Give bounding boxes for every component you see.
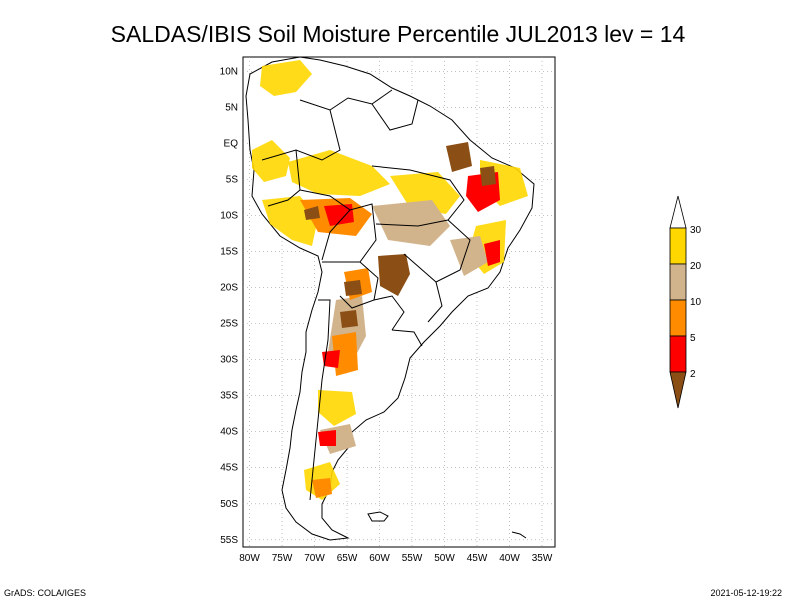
colorbar-label-2: 2: [690, 369, 696, 380]
patch-yellow-colombia: [252, 140, 290, 182]
lat-tick-label: 10N: [220, 66, 238, 77]
patch-orange-south: [312, 478, 332, 498]
lat-tick-label: 20S: [220, 283, 238, 294]
lon-tick-label: 45W: [467, 553, 488, 564]
map-panel: 10N5NEQ5S10S15S20S25S30S35S40S45S50S55S …: [220, 56, 556, 564]
patch-brown-pantanal: [378, 254, 410, 296]
patch-brown-argentina: [340, 310, 358, 328]
patch-tan-east: [450, 236, 488, 276]
footer-credit: GrADS: COLA/IGES: [4, 588, 86, 598]
patch-yellow-peru: [262, 196, 318, 246]
colorbar-bottom-arrow: [669, 371, 687, 409]
soil-moisture-field: [245, 57, 535, 541]
colorbar-label-5: 5: [690, 333, 696, 344]
patch-yellow-north: [260, 60, 312, 96]
lon-tick-label: 35W: [532, 553, 553, 564]
south-georgia-outline: [511, 531, 527, 539]
lat-tick-label: 5N: [225, 102, 238, 113]
lon-tick-label: 65W: [337, 553, 358, 564]
patch-red-east: [484, 240, 500, 266]
patch-brown-amazon: [304, 206, 320, 220]
patch-red-amazon: [324, 204, 354, 226]
lat-tick-label: 30S: [220, 355, 238, 366]
lat-tick-label: 15S: [220, 247, 238, 258]
lat-tick-label: 50S: [220, 499, 238, 510]
colorbar-label-30: 30: [690, 225, 702, 236]
footer-timestamp: 2021-05-12-19:22: [710, 588, 782, 598]
patch-tan-brazil: [372, 200, 450, 246]
percentile-shading: [252, 60, 528, 500]
lat-tick-label: 25S: [220, 319, 238, 330]
lon-tick-label: 60W: [369, 553, 390, 564]
colorbar-label-10: 10: [690, 297, 702, 308]
lon-tick-label: 75W: [272, 553, 293, 564]
country-borders: [261, 89, 471, 501]
lat-tick-label: 35S: [220, 391, 238, 402]
colorbar-bin-2-5: [669, 335, 687, 373]
patch-brown-northeast: [446, 142, 472, 172]
falkland-islands: [367, 511, 389, 522]
patch-brown-bolivia: [344, 280, 362, 296]
lat-tick-label: 10S: [220, 211, 238, 222]
lat-tick-label: 45S: [220, 463, 238, 474]
longitude-axis: 80W 75W 70W 65W 60W 55W 50W 45W 40W 35W: [239, 553, 553, 564]
lat-tick-label: EQ: [224, 138, 239, 149]
patch-red-argentina: [322, 350, 340, 368]
lon-tick-label: 50W: [434, 553, 455, 564]
patch-red-andes-south: [318, 430, 336, 446]
patch-yellow-amazon: [288, 150, 390, 196]
lat-tick-label: 5S: [226, 175, 239, 186]
latitude-axis: 10N 5N EQ 5S 10S 15S 20S 25S 30S 35S 40S 45S 50S 55S: [220, 66, 239, 545]
patch-yellow-south-andes: [318, 390, 356, 426]
lon-tick-label: 80W: [239, 553, 260, 564]
patch-brown-east: [480, 166, 496, 186]
colorbar-top-arrow: [669, 195, 687, 229]
lon-tick-label: 55W: [402, 553, 423, 564]
colorbar: 30 20 10 5 2: [669, 195, 702, 409]
colorbar-bin-5-10: [669, 299, 687, 337]
map-title: SALDAS/IBIS Soil Moisture Percentile JUL…: [111, 21, 686, 47]
lat-tick-label: 55S: [220, 535, 238, 546]
lon-tick-label: 40W: [499, 553, 520, 564]
colorbar-bin-20-30: [669, 227, 687, 265]
patch-orange-argentina: [332, 332, 358, 376]
colorbar-label-20: 20: [690, 261, 702, 272]
colorbar-bin-10-20: [669, 263, 687, 301]
lon-tick-label: 70W: [304, 553, 325, 564]
lat-tick-label: 40S: [220, 427, 238, 438]
